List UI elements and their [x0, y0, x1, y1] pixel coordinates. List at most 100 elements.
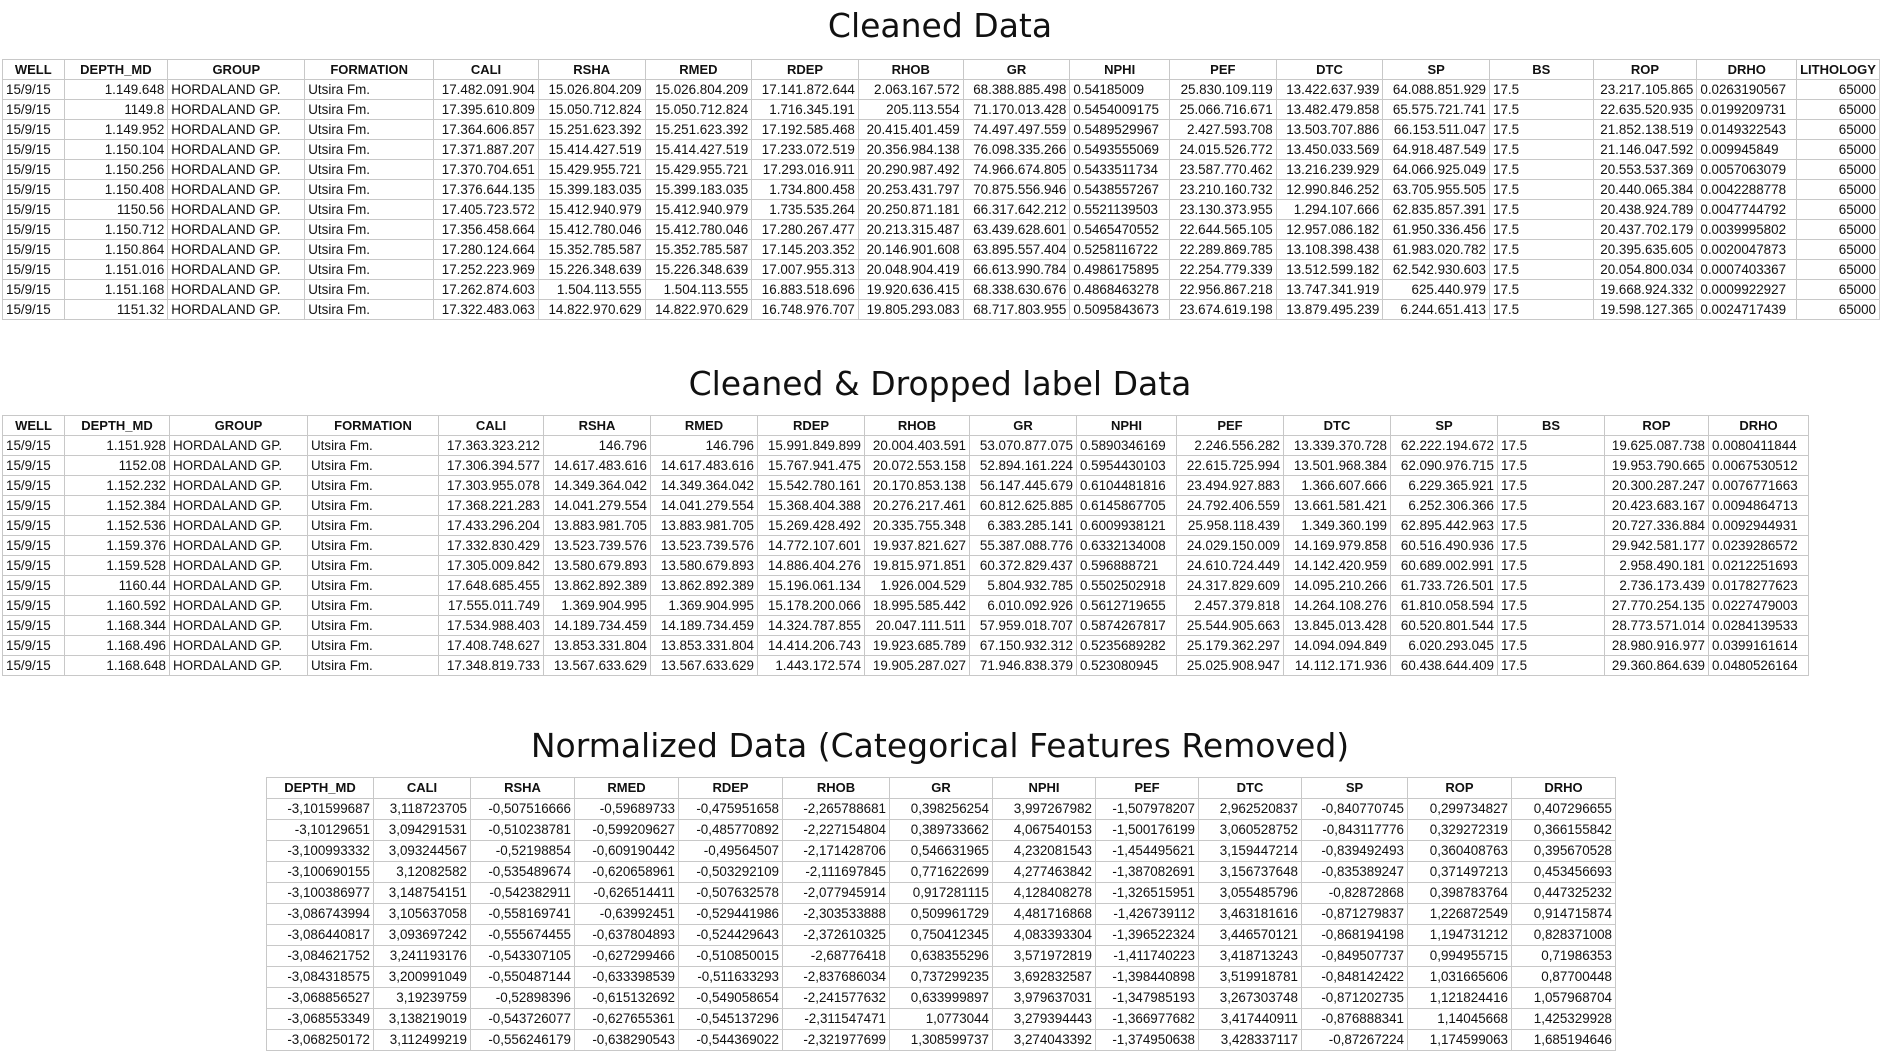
table-cell: 0.4868463278 — [1069, 279, 1170, 300]
table-cell: 15/9/15 — [2, 219, 65, 240]
table-cell: -1,387082691 — [1095, 861, 1199, 883]
table-cell: 0,71986353 — [1511, 945, 1616, 967]
table-cell: -0,510850015 — [678, 945, 783, 967]
table-cell: 20.300.287.247 — [1604, 475, 1709, 496]
table-cell: 17.280.267.477 — [751, 219, 859, 240]
table-cell: 14.169.979.858 — [1283, 535, 1391, 556]
table-cell: 17.5 — [1497, 435, 1605, 456]
table-cell: 17.5 — [1489, 119, 1594, 140]
table-cell: Utsira Fm. — [307, 435, 439, 456]
table-cell: 15/9/15 — [2, 199, 65, 220]
table-cell: 25.958.118.439 — [1176, 515, 1284, 536]
table-cell: Utsira Fm. — [307, 495, 439, 516]
table-cell: 15.196.061.134 — [757, 575, 865, 596]
table-row: 15/9/15 1160.44 HORDALAND GP. Utsira Fm. 17.… — [2, 575, 1809, 596]
table-row: 15/9/15 1151.32 HORDALAND GP. Utsira Fm. 17.… — [2, 299, 1880, 320]
table-cell: 25.066.716.671 — [1168, 99, 1277, 120]
table-cell: 16.883.518.696 — [751, 279, 859, 300]
table-cell: 3,060528752 — [1198, 819, 1302, 841]
column-header: DEPTH_MD — [64, 415, 170, 436]
table-cell: 17.252.223.969 — [433, 259, 539, 280]
table-cell: 15.050.712.824 — [644, 99, 753, 120]
table-cell: 17.303.955.078 — [438, 475, 544, 496]
table-cell: 4,067540153 — [992, 819, 1096, 841]
table-cell: 0.0007403367 — [1696, 259, 1798, 280]
table-cell: -0,609190442 — [574, 840, 679, 862]
table-cell: -0,556246179 — [470, 1029, 575, 1051]
table-cell: -0,555674455 — [470, 924, 575, 946]
table-cell: 19.953.790.665 — [1604, 455, 1709, 476]
table-cell: 14.041.279.554 — [543, 495, 651, 516]
table-cell: 17.5 — [1497, 495, 1605, 516]
table-cell: 0,398256254 — [889, 798, 993, 820]
table-cell: 15.414.427.519 — [537, 139, 646, 160]
table-cell: HORDALAND GP. — [167, 159, 306, 180]
table-cell: 70.875.556.946 — [962, 179, 1071, 200]
table-cell: 15/9/15 — [2, 555, 65, 576]
table-cell: 53.070.877.075 — [969, 435, 1077, 456]
table-cell: 17.280.124.664 — [433, 239, 539, 260]
table-cell: 1.716.345.191 — [751, 99, 859, 120]
table-cell: 20.047.111.511 — [864, 615, 970, 636]
column-header: RDEP — [678, 777, 783, 799]
table-cell: 64.088.851.929 — [1382, 79, 1490, 100]
table-cell: 17.356.458.664 — [433, 219, 539, 240]
table-cell: 17.5 — [1497, 575, 1605, 596]
table-cell: 15.352.785.587 — [644, 239, 753, 260]
table-cell: 17.5 — [1489, 239, 1594, 260]
table-cell: -0,840770745 — [1301, 798, 1408, 820]
table-cell: 17.368.221.283 — [438, 495, 544, 516]
table-cell: 22.635.520.935 — [1592, 99, 1698, 120]
table-cell: -3,10129651 — [266, 819, 374, 841]
table-cell: 0.6104481816 — [1076, 475, 1177, 496]
table-cell: 15.412.780.046 — [537, 219, 646, 240]
table-cell: -2,303533888 — [782, 903, 890, 925]
table-cell: 15.767.941.475 — [757, 455, 865, 476]
table-cell: 3,428337117 — [1198, 1029, 1302, 1051]
table-cell: 17.5 — [1489, 139, 1594, 160]
table-cell: 1.504.113.555 — [644, 279, 753, 300]
table-cell: 4,277463842 — [992, 861, 1096, 883]
table-cell: 12.990.846.252 — [1275, 179, 1384, 200]
table-cell: 1.168.344 — [64, 615, 170, 636]
table-cell: HORDALAND GP. — [169, 575, 308, 596]
column-header: DTC — [1198, 777, 1302, 799]
column-header: RSHA — [543, 415, 651, 436]
table-cell: 65000 — [1796, 299, 1880, 320]
table-row: -3,068553349 3,138219019 -0,543726077 -0,62… — [266, 1008, 1616, 1030]
table-cell: 15.412.940.979 — [644, 199, 753, 220]
column-header: RDEP — [757, 415, 865, 436]
table-cell: 65.575.721.741 — [1382, 99, 1490, 120]
table-row: 15/9/15 1152.08 HORDALAND GP. Utsira Fm. 17.… — [2, 455, 1809, 476]
table-row: 15/9/15 1.151.168 HORDALAND GP. Utsira Fm. 1… — [2, 279, 1880, 300]
table-cell: -1,326515951 — [1095, 882, 1199, 904]
table-cell: 0.0399161614 — [1708, 635, 1809, 656]
table-cell: 1,308599737 — [889, 1029, 993, 1051]
table-cell: 0.0057063079 — [1696, 159, 1798, 180]
table-cell: 17.322.483.063 — [433, 299, 539, 320]
table-cell: 15.026.804.209 — [537, 79, 646, 100]
table-cell: 1.150.104 — [63, 139, 169, 160]
table-cell: 15.226.348.639 — [537, 259, 646, 280]
table-cell: 3,159447214 — [1198, 840, 1302, 862]
table-cell: 20.553.537.369 — [1592, 159, 1698, 180]
table-cell: Utsira Fm. — [307, 615, 439, 636]
table-cell: -3,084318575 — [266, 966, 374, 988]
table-cell: Utsira Fm. — [304, 139, 435, 160]
table-cell: 1.151.016 — [63, 259, 169, 280]
table-cell: 146.796 — [650, 435, 758, 456]
table-cell: 14.189.734.459 — [543, 615, 651, 636]
table-cell: 65000 — [1796, 179, 1880, 200]
table-cell: -2,68776418 — [782, 945, 890, 967]
table-cell: 3,279394443 — [992, 1008, 1096, 1030]
table-cell: 3,12082582 — [373, 861, 471, 883]
table-cell: -0,542382911 — [470, 882, 575, 904]
table-cell: 13.422.637.939 — [1275, 79, 1384, 100]
table-cell: 20.395.635.605 — [1592, 239, 1698, 260]
table-cell: 6.020.293.045 — [1390, 635, 1498, 656]
table-cell: 0,994955715 — [1407, 945, 1512, 967]
table-cell: 13.523.739.576 — [650, 535, 758, 556]
table-cell: 0.4986175895 — [1069, 259, 1170, 280]
table-cell: 62.222.194.672 — [1390, 435, 1498, 456]
table-cell: -0,543307105 — [470, 945, 575, 967]
